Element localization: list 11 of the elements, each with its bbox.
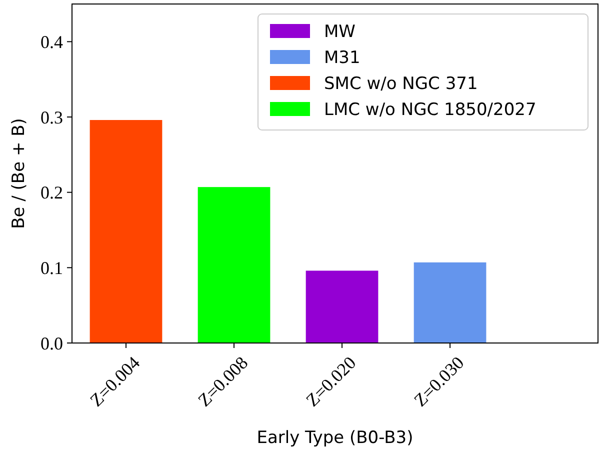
- y-tick-label: 0.1: [40, 258, 63, 278]
- y-tick-label: 0.0: [40, 333, 63, 354]
- legend-label: LMC w/o NGC 1850/2027: [324, 100, 536, 120]
- legend-label: MW: [324, 22, 356, 42]
- legend-label: SMC w/o NGC 371: [324, 74, 478, 94]
- x-axis-title: Early Type (B0-B3): [256, 428, 414, 448]
- legend-label: M31: [324, 48, 360, 68]
- y-tick-label: 0.2: [40, 182, 63, 203]
- y-axis-title: Be / (Be + B): [9, 118, 29, 229]
- y-tick-label: 0.3: [40, 107, 63, 128]
- y-tick-label: 0.4: [40, 32, 63, 52]
